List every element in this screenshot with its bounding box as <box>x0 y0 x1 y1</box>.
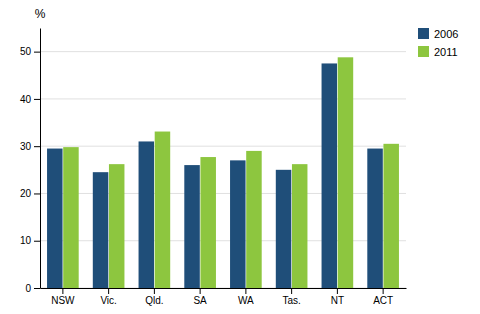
y-tick: 40 <box>20 94 40 105</box>
x-tick: NSW <box>51 288 75 306</box>
x-tick: Tas. <box>282 288 300 306</box>
bar-series <box>63 57 399 288</box>
y-tick-mark <box>34 52 40 53</box>
bars <box>47 57 399 288</box>
bar <box>139 141 155 288</box>
x-tick-label: SA <box>193 295 207 306</box>
y-tick-mark <box>34 241 40 242</box>
x-tick-label: WA <box>238 295 254 306</box>
bar <box>338 57 354 288</box>
y-axis-line <box>40 29 41 289</box>
x-tick-label: NSW <box>51 295 75 306</box>
y-tick-label: 20 <box>20 188 32 199</box>
x-tick: ACT <box>373 288 393 306</box>
x-tick: NT <box>331 288 344 306</box>
x-tick: WA <box>238 288 254 306</box>
x-tick: SA <box>193 288 207 306</box>
x-tick: Qld. <box>145 288 163 306</box>
bar <box>230 160 246 288</box>
y-tick-mark <box>34 99 40 100</box>
y-tick-label: 40 <box>20 94 32 105</box>
y-tick-mark <box>34 193 40 194</box>
bar <box>155 132 171 288</box>
y-tick-label: 50 <box>20 46 32 57</box>
bar <box>383 144 399 288</box>
bar <box>292 164 308 288</box>
y-tick: 10 <box>20 235 40 246</box>
bar <box>246 151 262 288</box>
legend: 2006 2011 <box>418 28 458 58</box>
bar <box>63 147 79 288</box>
x-tick-mark <box>62 288 63 294</box>
bar <box>276 170 292 288</box>
y-tick-mark <box>34 288 40 289</box>
y-tick: 0 <box>25 283 40 294</box>
y-tick-label: 30 <box>20 141 32 152</box>
bar <box>322 63 338 288</box>
x-tick-mark <box>337 288 338 294</box>
x-axis: NSW Vic. Qld. SA WA Tas. NT ACT <box>41 288 407 306</box>
bar <box>200 157 216 288</box>
y-tick-label: 10 <box>20 235 32 246</box>
grid-line <box>40 51 406 52</box>
y-tick-label: 0 <box>25 283 31 294</box>
x-tick: Vic. <box>100 288 117 306</box>
legend-item: 2006 <box>418 28 458 40</box>
x-tick-mark <box>291 288 292 294</box>
y-tick: 30 <box>20 141 40 152</box>
grid <box>40 52 406 288</box>
x-tick-label: NT <box>331 295 344 306</box>
x-tick-mark <box>383 288 384 294</box>
legend-swatch <box>418 46 429 57</box>
bar <box>93 172 109 288</box>
x-tick-label: Qld. <box>145 295 163 306</box>
x-tick-mark <box>245 288 246 294</box>
x-tick-mark <box>154 288 155 294</box>
legend-label: 2011 <box>434 46 458 58</box>
y-tick: 50 <box>20 46 40 57</box>
y-axis: 0 10 20 30 40 50 <box>20 29 41 294</box>
bar-series <box>47 63 383 288</box>
x-tick-label: Tas. <box>282 295 300 306</box>
y-tick-mark <box>34 146 40 147</box>
bar <box>184 165 200 288</box>
legend-item: 2011 <box>418 46 458 58</box>
bar <box>109 164 125 288</box>
x-tick-mark <box>200 288 201 294</box>
x-tick-label: ACT <box>373 295 393 306</box>
y-tick: 20 <box>20 188 40 199</box>
bar <box>367 149 383 288</box>
bar <box>47 149 63 288</box>
legend-label: 2006 <box>434 28 458 40</box>
x-tick-mark <box>108 288 109 294</box>
y-axis-title: % <box>35 7 46 21</box>
x-axis-line <box>41 288 407 289</box>
x-tick-label: Vic. <box>100 295 117 306</box>
chart: 0 10 20 30 40 50 NSW Vic. Qld. SA WA Tas. NT ACT% 2006… <box>0 0 480 314</box>
legend-swatch <box>418 28 429 39</box>
